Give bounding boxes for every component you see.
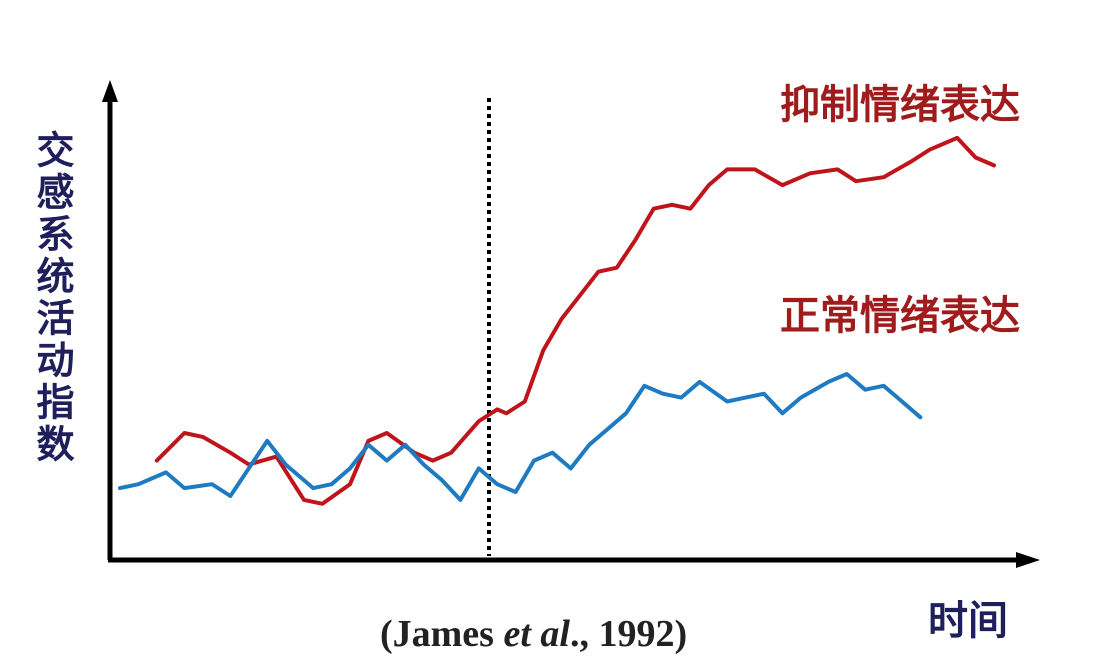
x-axis-label: 时间 (928, 598, 1008, 644)
series-line-suppress (154, 135, 996, 506)
series-label-normal: 正常情绪表达 (780, 293, 1020, 339)
series-label-suppress: 抑制情绪表达 (780, 82, 1020, 128)
citation-suffix: ., 1992) (569, 613, 688, 655)
series-layer (118, 135, 996, 506)
citation-prefix: (James (380, 613, 504, 655)
citation-italic: et al (503, 613, 570, 655)
x-axis-arrow-icon (1016, 552, 1040, 568)
y-axis-arrow-icon (102, 80, 118, 102)
citation: (James et al., 1992) (380, 612, 687, 656)
y-axis-label: 交感系统活动指数 (30, 130, 74, 466)
series-line-normal (118, 372, 923, 502)
